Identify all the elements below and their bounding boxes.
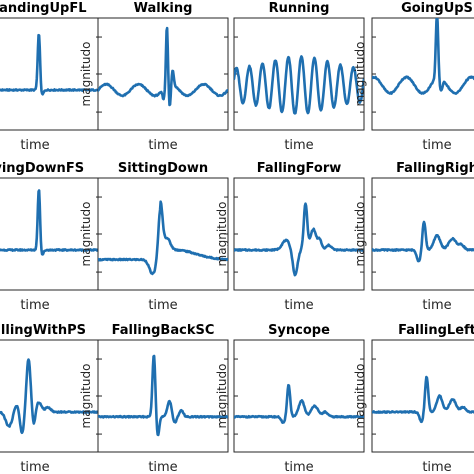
axes-box — [0, 339, 101, 453]
subplot-title: FallingRigh — [396, 161, 474, 176]
signal-line — [0, 189, 100, 256]
axes-box — [233, 177, 365, 291]
subplot-title: FallingLeft — [398, 323, 474, 338]
x-axis-label: time — [20, 298, 49, 313]
subplot-title: LyingDownFS — [0, 161, 84, 176]
signal-line — [372, 18, 474, 95]
signal-line — [234, 55, 364, 115]
axes-box — [0, 17, 101, 131]
axes-box — [371, 339, 474, 453]
axes-box — [371, 17, 474, 131]
subplot-sittingdown: SittingDown time magnitudo — [79, 161, 229, 313]
y-axis-label: magnitudo — [353, 42, 367, 107]
y-axis-label: magnitudo — [215, 364, 229, 429]
y-axis-label: magnitudo — [353, 364, 367, 429]
x-axis-label: time — [20, 138, 49, 153]
subplot-title: Syncope — [268, 323, 330, 338]
subplot-title: Running — [269, 1, 330, 16]
signal-line — [372, 220, 474, 263]
subplot-running: Running time — [233, 1, 365, 153]
subplot-fallingwithps: FallingWithPS time — [0, 323, 101, 474]
subplot-title: FallingForw — [257, 161, 342, 176]
subplot-title: FallingWithPS — [0, 323, 86, 338]
subplot-fallingforw: FallingForw time magnitudo — [215, 161, 365, 313]
y-axis-label: magnitudo — [215, 202, 229, 267]
x-axis-label: time — [422, 460, 451, 474]
subplot-fallingbacksc: FallingBackSC time magnitudo — [79, 323, 229, 474]
axes-box — [233, 339, 365, 453]
x-axis-label: time — [148, 138, 177, 153]
subplot-title: FallingBackSC — [112, 323, 215, 338]
x-axis-label: time — [148, 460, 177, 474]
signal-line — [372, 375, 474, 424]
axes-box — [97, 177, 229, 291]
subplot-title: StandingUpFL — [0, 1, 86, 16]
x-axis-label: time — [284, 298, 313, 313]
subplot-title: SittingDown — [118, 161, 208, 176]
signal-line — [0, 33, 100, 96]
x-axis-label: time — [20, 460, 49, 474]
y-axis-label: magnitudo — [353, 202, 367, 267]
x-axis-label: time — [284, 460, 313, 474]
x-axis-label: time — [422, 298, 451, 313]
subplot-standingupfl: StandingUpFL time — [0, 1, 101, 153]
subplot-goingups: GoingUpS time magnitudo — [353, 1, 474, 153]
axes-box — [97, 339, 229, 453]
signal-line — [98, 200, 228, 276]
subplot-syncope: Syncope time magnitudo — [215, 323, 365, 474]
subplot-title: GoingUpS — [401, 1, 473, 16]
x-axis-label: time — [422, 138, 451, 153]
signal-line — [234, 383, 364, 424]
y-axis-label: magnitudo — [79, 42, 93, 107]
x-axis-label: time — [148, 298, 177, 313]
subplot-fallingleft: FallingLeft time magnitudo — [353, 323, 474, 474]
subplot-lyingdownfs: LyingDownFS time — [0, 161, 101, 313]
signal-line — [0, 358, 100, 435]
signal-line — [234, 202, 364, 277]
signal-line — [98, 26, 228, 107]
axes-box — [0, 177, 101, 291]
y-axis-label: magnitudo — [79, 202, 93, 267]
y-axis-label: magnitudo — [79, 364, 93, 429]
signal-line — [98, 354, 228, 437]
subplot-title: Walking — [134, 1, 193, 16]
axes-box — [97, 17, 229, 131]
subplot-walking: Walking time magnitudo — [79, 1, 229, 153]
x-axis-label: time — [284, 138, 313, 153]
subplot-fallingrigh: FallingRigh time magnitudo — [353, 161, 474, 313]
